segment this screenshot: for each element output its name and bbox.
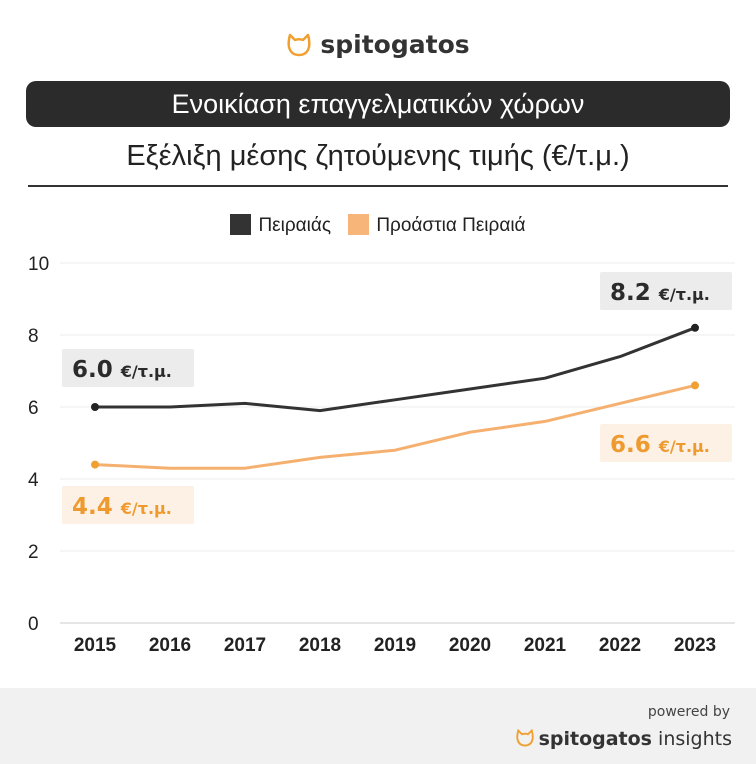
powered-by: powered by — [647, 704, 730, 720]
data-point — [691, 381, 699, 390]
brand-name: spitogatos — [320, 30, 470, 59]
footer-brand: spitogatos — [538, 728, 652, 750]
data-point — [91, 403, 99, 411]
brand-logo: spitogatos — [0, 30, 756, 59]
series-line-0 — [95, 326, 696, 413]
x-tick-label: 2016 — [149, 635, 191, 656]
legend-swatch — [230, 214, 252, 235]
footer-logo: spitogatos insights — [515, 728, 732, 750]
annotation-box — [62, 349, 194, 387]
line-chart: 0 2 4 6 8 10 2015 2016 2017 2018 2019 2020 2021 2022 2… — [28, 254, 735, 656]
annotation-box — [62, 486, 194, 524]
cat-icon — [287, 33, 311, 57]
annotation-label: 6.0 €/τ.μ. — [72, 357, 172, 383]
annotation-box — [600, 424, 732, 462]
legend-label: Πειραιάς — [258, 215, 332, 236]
legend-item-suburbs: Προάστια Πειραιά — [348, 214, 526, 236]
cat-icon — [515, 728, 534, 747]
x-tick-label: 2023 — [674, 635, 716, 656]
legend-item-piraeus: Πειραιάς — [230, 214, 332, 236]
x-tick-label: 2018 — [299, 635, 341, 656]
y-tick-label: 0 — [28, 614, 39, 635]
annotation-label: 4.4 €/τ.μ. — [72, 494, 172, 520]
y-tick-label: 8 — [28, 326, 39, 347]
x-tick-label: 2021 — [524, 635, 567, 656]
series-line-1 — [94, 383, 696, 470]
x-tick-label: 2019 — [374, 635, 416, 656]
x-tick-label: 2020 — [449, 635, 491, 656]
banner-title: Ενοικίαση επαγγελματικών χώρων — [26, 81, 730, 127]
footer: powered by spitogatos insights — [0, 688, 756, 764]
legend-label: Προάστια Πειραιά — [376, 215, 526, 236]
y-tick-label: 4 — [28, 470, 39, 491]
data-point — [91, 460, 99, 469]
y-tick-label: 2 — [28, 542, 39, 563]
annotation-label: 6.6 €/τ.μ. — [610, 432, 710, 458]
data-point — [691, 323, 699, 332]
footer-suffix: insights — [658, 728, 732, 750]
y-tick-label: 10 — [28, 254, 49, 275]
chart-subtitle: Εξέλιξη μέσης ζητούμενης τιμής (€/τ.μ.) — [126, 140, 630, 172]
divider — [28, 185, 728, 187]
y-tick-label: 6 — [28, 398, 39, 419]
annotation-label: 8.2 €/τ.μ. — [610, 280, 710, 306]
annotation-box — [600, 272, 732, 310]
x-tick-label: 2022 — [599, 635, 641, 656]
legend-swatch — [348, 214, 370, 235]
x-tick-label: 2017 — [224, 635, 266, 656]
legend: Πειραιάς Προάστια Πειραιά — [0, 214, 756, 237]
x-tick-label: 2015 — [74, 635, 117, 656]
